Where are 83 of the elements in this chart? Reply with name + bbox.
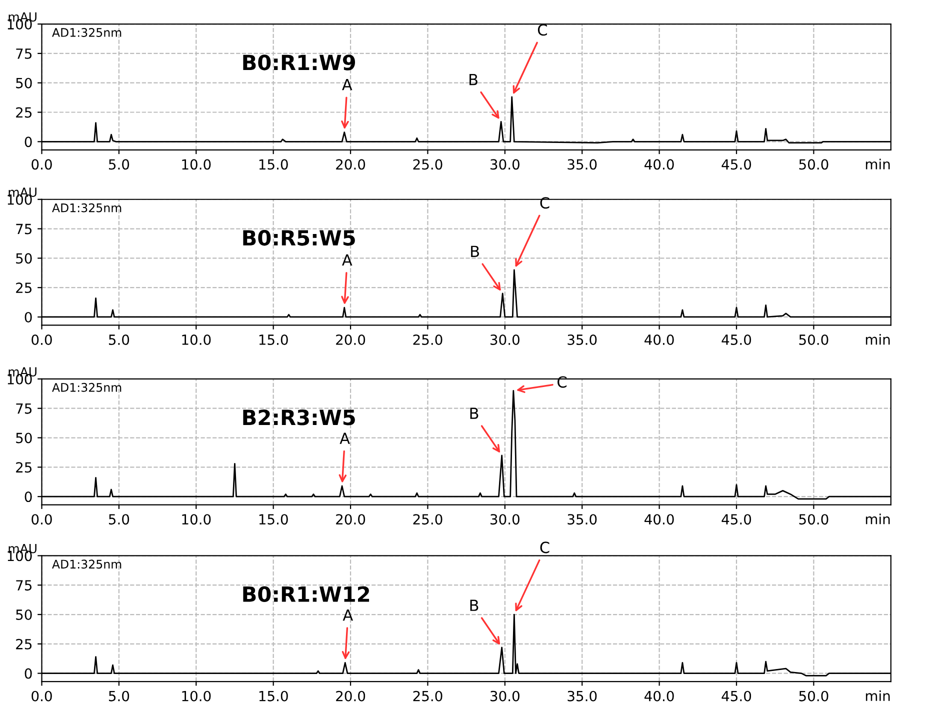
annotation: AD1:325nm [52, 382, 122, 392]
annotation: C [538, 24, 547, 36]
x-tick-label: 40.0 [644, 159, 674, 170]
x-tick-label: 40.0 [644, 514, 674, 525]
y-tick-label: 0 [24, 668, 32, 679]
x-axis-title: min [866, 158, 890, 170]
y-tick-label: 75 [16, 224, 32, 234]
x-tick-label: 25.0 [413, 159, 442, 170]
y-tick-label: 0 [24, 492, 32, 502]
x-tick-label: 50.0 [799, 690, 828, 702]
x-tick-label: 20.0 [336, 159, 366, 170]
y-tick-label: 50 [16, 78, 32, 88]
x-tick-label: 35.0 [568, 514, 597, 525]
x-tick-label: 20.0 [336, 690, 366, 702]
annotation: A [342, 610, 354, 621]
text: B0:R5:W5 [243, 230, 355, 246]
x-tick-label: 0.0 [32, 334, 52, 345]
text: B0:R1:W12 [243, 586, 370, 602]
x-tick-label: 5.0 [108, 334, 130, 345]
x-tick-label: 15.0 [259, 334, 288, 345]
x-axis-title: min [866, 334, 890, 345]
x-tick-label: 30.0 [490, 514, 520, 525]
x-tick-label: 50.0 [799, 159, 828, 170]
y-tick-label: 25 [16, 107, 32, 118]
x-tick-label: 35.0 [568, 690, 597, 702]
annotation: A [340, 432, 350, 444]
x-tick-label: 40.0 [644, 690, 674, 702]
y-tick-label: 50 [16, 253, 32, 264]
text: B2:R3:W5 [243, 410, 355, 426]
annotation: AD1:325nm [52, 28, 122, 37]
x-tick-label: 35.0 [568, 159, 597, 170]
x-tick-label: 25.0 [413, 514, 442, 525]
x-tick-label: 5.0 [108, 159, 130, 170]
y-tick-label: 0 [24, 312, 32, 322]
y-tick-label: 0 [24, 136, 32, 148]
annotation: B [471, 246, 479, 257]
x-tick-label: 45.0 [722, 334, 752, 345]
x-tick-label: 0.0 [32, 514, 52, 525]
y-tick-label: 75 [16, 404, 32, 414]
x-tick-label: 10.0 [182, 334, 211, 345]
x-tick-label: 30.0 [490, 159, 520, 170]
y-tick-label: 50 [16, 609, 32, 620]
annotation: AD1:325nm [52, 560, 122, 569]
y-tick-label: 75 [16, 48, 32, 59]
x-tick-label: 20.0 [336, 334, 366, 345]
annotation: AD1:325nm [52, 203, 122, 212]
x-tick-label: 35.0 [568, 334, 597, 345]
x-tick-label: 30.0 [490, 334, 520, 345]
x-tick-label: 5.0 [108, 690, 130, 702]
y-tick-label: 25 [16, 282, 32, 294]
x-tick-label: 15.0 [259, 690, 288, 702]
y-tick-label: 50 [16, 432, 32, 444]
x-tick-label: 25.0 [413, 334, 442, 345]
annotation: C [540, 197, 550, 209]
x-tick-label: 0.0 [32, 159, 52, 170]
x-tick-label: 45.0 [722, 514, 752, 525]
x-tick-label: 15.0 [259, 514, 288, 525]
annotation: B [470, 74, 478, 86]
x-tick-label: 45.0 [722, 690, 752, 702]
x-tick-label: 10.0 [182, 514, 211, 525]
x-tick-label: 50.0 [799, 514, 828, 525]
annotation: A [342, 79, 352, 90]
x-tick-label: 10.0 [182, 690, 211, 702]
x-axis-title: min [866, 690, 890, 701]
x-tick-label: 5.0 [108, 514, 130, 525]
x-tick-label: 25.0 [413, 690, 442, 702]
annotation: A [342, 254, 352, 266]
y-tick-label: 75 [16, 580, 32, 591]
annotation: B [470, 408, 478, 419]
annotation: B [470, 600, 478, 611]
annotation: C [540, 542, 550, 554]
y-tick-label: 25 [16, 462, 32, 473]
x-tick-label: 15.0 [259, 159, 288, 170]
x-tick-label: 0.0 [32, 690, 52, 702]
x-tick-label: 45.0 [722, 159, 752, 170]
y-tick-label: 25 [16, 638, 32, 650]
x-tick-label: 10.0 [182, 159, 211, 170]
x-tick-label: 20.0 [336, 514, 366, 525]
x-tick-label: 30.0 [490, 690, 520, 702]
text: B0:R1:W9 [243, 54, 356, 70]
x-tick-label: 40.0 [644, 334, 674, 345]
x-tick-label: 50.0 [799, 334, 828, 345]
x-axis-title: min [866, 514, 890, 524]
